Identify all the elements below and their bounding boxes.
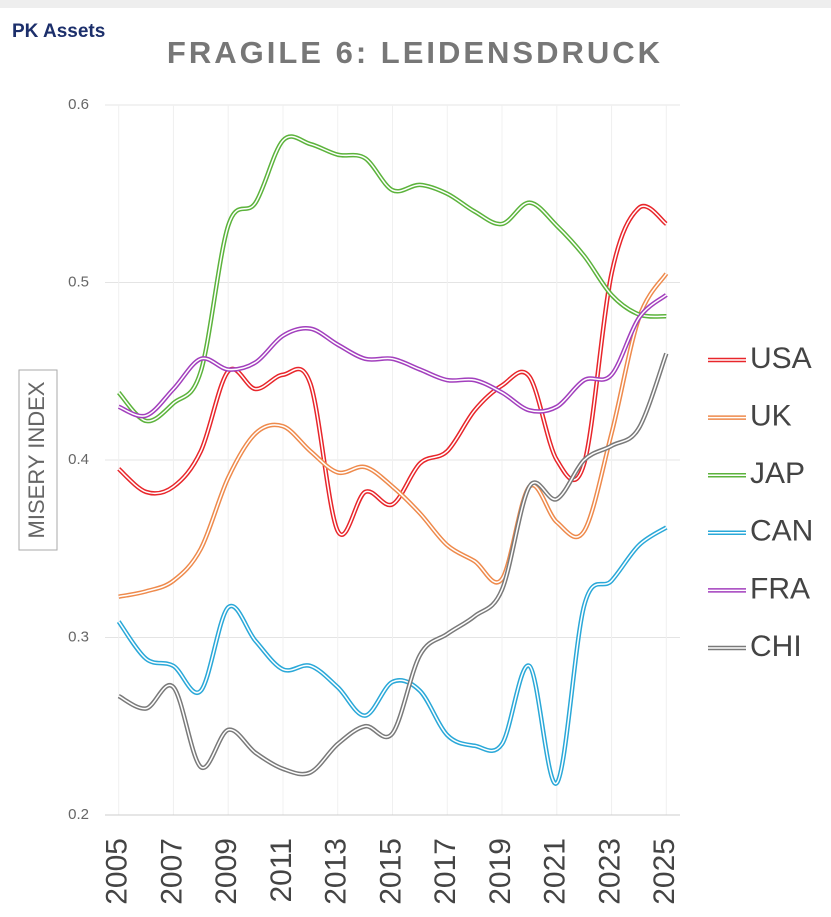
x-tick-label: 2005 [101,838,134,905]
series-line-inner [118,205,667,536]
x-tick-label: 2009 [210,838,243,905]
y-tick-label: 0.5 [68,273,89,290]
legend-label: USA [750,342,812,375]
x-tick-label: 2019 [484,838,517,905]
x-tick-label: 2011 [265,838,298,903]
x-tick-label: 2015 [374,838,407,905]
y-tick-label: 0.3 [68,628,89,645]
x-tick-label: 2013 [320,838,353,905]
legend-label: CAN [750,515,813,548]
legend-label: CHI [750,630,802,663]
chart-title: FRAGILE 6: LEIDENSDRUCK [167,35,663,70]
x-tick-label: 2007 [155,838,188,905]
y-tick-label: 0.4 [68,451,89,468]
legend-label: FRA [750,572,810,605]
y-tick-label: 0.2 [68,806,89,823]
top-bar [0,0,831,8]
legend-label: UK [750,400,792,433]
x-tick-label: 2023 [593,838,626,905]
series-line-inner [118,135,667,422]
series-line-inner [118,353,668,775]
y-tick-label: 0.6 [68,96,89,113]
legend-label: JAP [750,457,805,490]
y-label-box [18,369,58,551]
y-axis-label: MISERY INDEX [24,381,49,538]
x-tick-label: 2017 [429,838,462,905]
series-line-inner [118,273,667,598]
x-tick-label: 2025 [648,838,681,905]
x-tick-label: 2021 [539,838,572,905]
brand: PK Assets [12,21,105,42]
series-line-inner [118,294,667,417]
